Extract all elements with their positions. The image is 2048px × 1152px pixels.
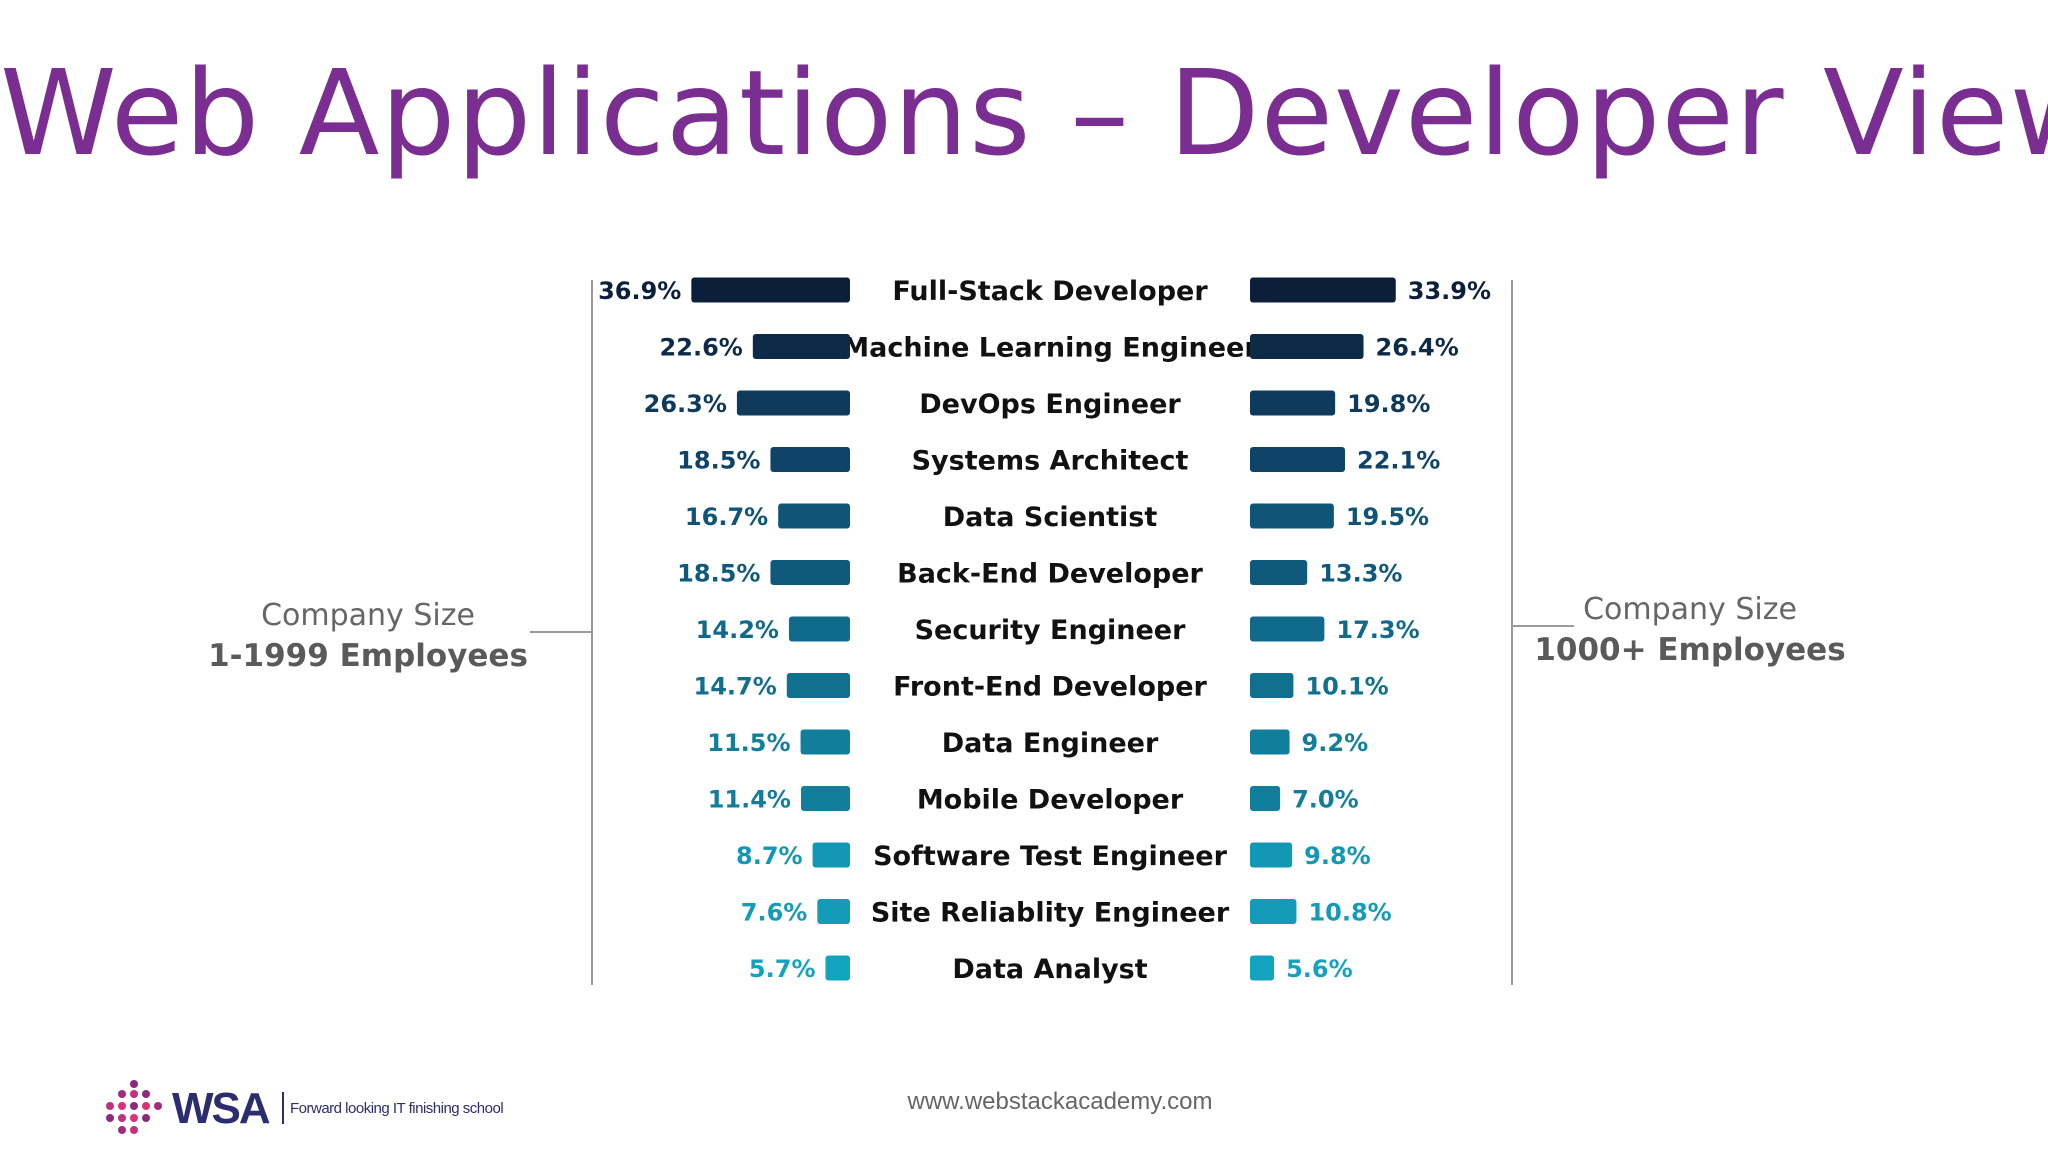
slide-title: Web Applications – Developer View xyxy=(0,44,2048,182)
left-bar xyxy=(812,842,850,868)
left-bar xyxy=(788,616,850,642)
left-series-label: Company Size 1-1999 Employees xyxy=(188,596,548,676)
logo-tagline: Forward looking IT finishing school xyxy=(290,1100,504,1117)
left-value-label: 11.5% xyxy=(707,729,790,757)
left-value-label: 5.7% xyxy=(749,955,816,983)
footer-url[interactable]: www.webstackacademy.com xyxy=(907,1088,1213,1115)
left-value-label: 22.6% xyxy=(660,334,743,362)
left-value-label: 16.7% xyxy=(685,503,768,531)
left-value-label: 36.9% xyxy=(598,277,681,305)
category-label: Data Scientist xyxy=(943,502,1158,533)
right-value-label: 17.3% xyxy=(1336,616,1419,644)
right-value-label: 26.4% xyxy=(1376,334,1459,362)
right-value-label: 10.8% xyxy=(1308,899,1391,927)
right-bar xyxy=(1250,334,1364,359)
right-bar xyxy=(1250,955,1275,981)
left-value-label: 7.6% xyxy=(741,899,808,927)
right-value-label: 9.2% xyxy=(1302,729,1369,757)
right-bar xyxy=(1250,560,1308,585)
category-label: Site Reliablity Engineer xyxy=(871,898,1230,929)
left-value-label: 14.7% xyxy=(694,673,777,701)
left-bar xyxy=(691,277,850,303)
category-label: Systems Architect xyxy=(912,446,1189,477)
category-label: Front-End Developer xyxy=(893,672,1207,703)
left-value-label: 14.2% xyxy=(696,616,779,644)
right-series-label: Company Size 1000+ Employees xyxy=(1510,590,1870,670)
left-value-label: 18.5% xyxy=(677,447,760,475)
left-bar xyxy=(825,955,850,981)
category-label: Back-End Developer xyxy=(897,559,1203,590)
left-bar xyxy=(800,786,850,811)
right-value-label: 19.5% xyxy=(1346,503,1429,531)
category-label: Machine Learning Engineer xyxy=(842,333,1258,364)
left-bar xyxy=(736,390,850,416)
right-bar xyxy=(1250,842,1293,868)
category-label: Mobile Developer xyxy=(917,785,1184,816)
right-bar xyxy=(1250,390,1336,416)
right-bar xyxy=(1250,277,1396,303)
right-bar xyxy=(1250,447,1346,472)
right-bar xyxy=(1250,899,1297,924)
left-value-label: 18.5% xyxy=(677,560,760,588)
logo-text: WSA xyxy=(172,1084,271,1133)
right-bar xyxy=(1250,786,1281,811)
right-value-label: 22.1% xyxy=(1357,447,1440,475)
right-bar xyxy=(1250,616,1325,642)
right-value-label: 9.8% xyxy=(1304,842,1371,870)
left-bar xyxy=(817,899,850,924)
right-value-label: 13.3% xyxy=(1319,560,1402,588)
left-series-size-label: Company Size xyxy=(261,598,475,633)
right-value-label: 10.1% xyxy=(1305,673,1388,701)
right-series-size-label: Company Size xyxy=(1583,592,1797,627)
wsa-logo: WSA Forward looking IT finishing school xyxy=(104,1078,544,1142)
left-bar xyxy=(770,560,850,585)
right-value-label: 33.9% xyxy=(1408,277,1491,305)
right-value-label: 5.6% xyxy=(1286,955,1353,983)
right-value-label: 7.0% xyxy=(1292,786,1359,814)
left-value-label: 8.7% xyxy=(736,842,803,870)
category-label: Security Engineer xyxy=(915,615,1187,646)
category-label: Data Engineer xyxy=(942,728,1159,759)
category-label: Data Analyst xyxy=(952,954,1147,985)
left-bar xyxy=(800,729,850,755)
right-bar xyxy=(1250,503,1334,529)
logo-dots-icon xyxy=(106,1080,162,1134)
left-value-label: 26.3% xyxy=(644,390,727,418)
left-value-label: 11.4% xyxy=(708,786,791,814)
left-bar xyxy=(778,503,850,529)
left-bar xyxy=(770,447,850,472)
right-bar xyxy=(1250,729,1290,755)
left-series-employees-label: 1-1999 Employees xyxy=(208,638,528,674)
left-bar xyxy=(786,673,850,698)
logo-separator xyxy=(282,1092,284,1124)
category-label: Full-Stack Developer xyxy=(892,276,1208,307)
right-bar xyxy=(1250,673,1294,698)
category-label: Software Test Engineer xyxy=(873,841,1227,872)
left-bar xyxy=(752,334,850,359)
category-label: DevOps Engineer xyxy=(919,389,1181,420)
right-value-label: 19.8% xyxy=(1347,390,1430,418)
right-series-employees-label: 1000+ Employees xyxy=(1534,632,1846,668)
